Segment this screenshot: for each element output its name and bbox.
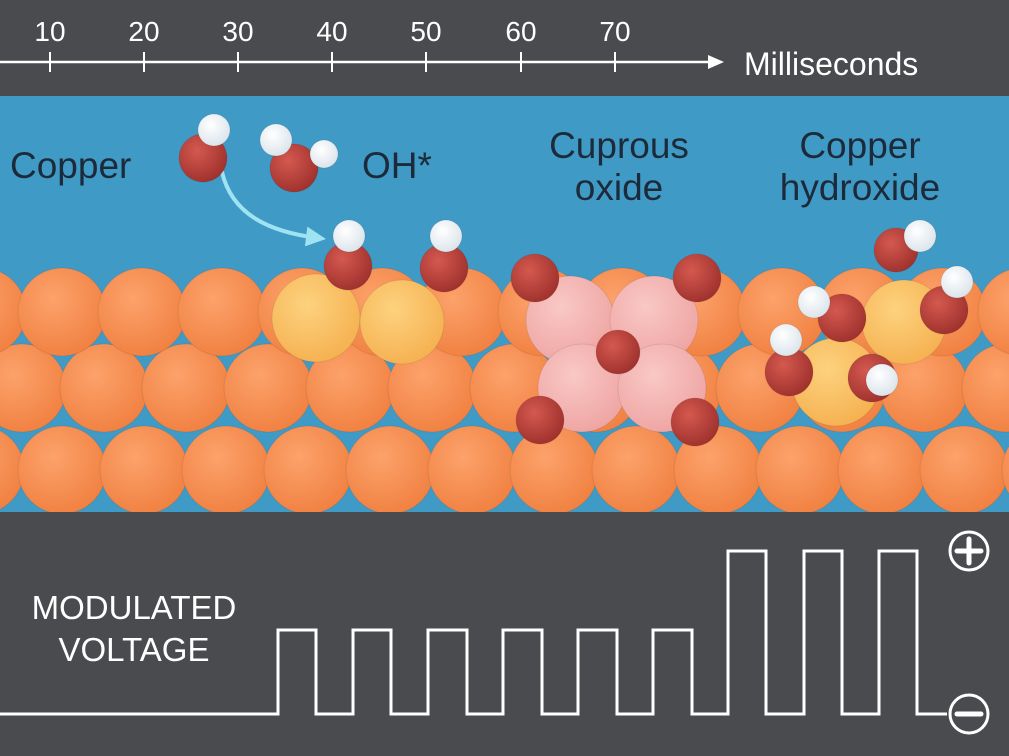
oxygen-atom [515, 395, 565, 445]
hydroxyl-oxygen [817, 293, 867, 343]
cu-oh-site [359, 279, 445, 365]
copper-atom [141, 343, 231, 433]
hydroxyl-hydrogen [797, 285, 831, 319]
copper-atom [263, 425, 353, 515]
copper-hydroxide-label-line1: Copper [799, 125, 921, 166]
copper-atom [919, 425, 1009, 515]
copper-hydroxide-label-line2: hydroxide [779, 167, 941, 208]
hydroxyl-hydrogen [309, 139, 339, 169]
copper-atom [837, 425, 927, 515]
hydroxyl-hydrogen [940, 265, 974, 299]
copper-atom [17, 425, 107, 515]
tick-label: 30 [222, 16, 254, 47]
tick-label: 70 [599, 16, 631, 47]
hydroxyl-hydrogen [197, 113, 231, 147]
hydroxyl-hydrogen [259, 123, 293, 157]
voltage-label-line1: MODULATED [31, 589, 237, 626]
cuprous-oxide-label-line1: Cuprous [549, 125, 689, 166]
molecule-layer [178, 113, 974, 447]
copper-atom [591, 425, 681, 515]
copper-atom [181, 425, 271, 515]
cuprous-oxide-label-line2: oxide [574, 167, 664, 208]
cu-oh-site [271, 273, 361, 363]
oxygen-atom [595, 329, 641, 375]
adsorption-arrow [220, 170, 326, 247]
tick-label: 40 [316, 16, 348, 47]
copper-atom [59, 343, 149, 433]
copper-atom [345, 425, 435, 515]
copper-atom [1001, 445, 1009, 495]
voltage-waveform [0, 549, 947, 716]
hydroxyl-hydrogen [332, 219, 366, 253]
copper-atom [977, 269, 1009, 355]
oxygen-atom [672, 253, 722, 303]
copper-atom [99, 425, 189, 515]
tick-label: 50 [410, 16, 442, 47]
oxygen-atom [510, 253, 560, 303]
hydroxyl-hydrogen [429, 219, 463, 253]
copper-atom [427, 425, 517, 515]
oxygen-atom [670, 397, 720, 447]
oh-label: OH* [362, 145, 432, 186]
minus-terminal-icon [948, 693, 990, 735]
copper-atom [755, 425, 845, 515]
copper-atom [177, 267, 267, 357]
hydroxyl-hydrogen [903, 219, 937, 253]
hydroxyl-hydrogen [769, 323, 803, 357]
plus-terminal-icon [948, 530, 990, 572]
axis-arrowhead [708, 55, 724, 69]
time-unit-label: Milliseconds [744, 46, 919, 82]
voltage-label-line2: VOLTAGE [58, 631, 210, 668]
timeline-band [0, 0, 1009, 96]
copper-label: Copper [10, 145, 132, 186]
tick-label: 20 [128, 16, 160, 47]
tick-label: 10 [34, 16, 66, 47]
hydroxyl-hydrogen [865, 363, 899, 397]
copper-atom [17, 267, 107, 357]
hydroxyl-oxygen [269, 143, 319, 193]
copper-atom [97, 267, 187, 357]
tick-label: 60 [505, 16, 537, 47]
timeline-axis [0, 52, 724, 72]
